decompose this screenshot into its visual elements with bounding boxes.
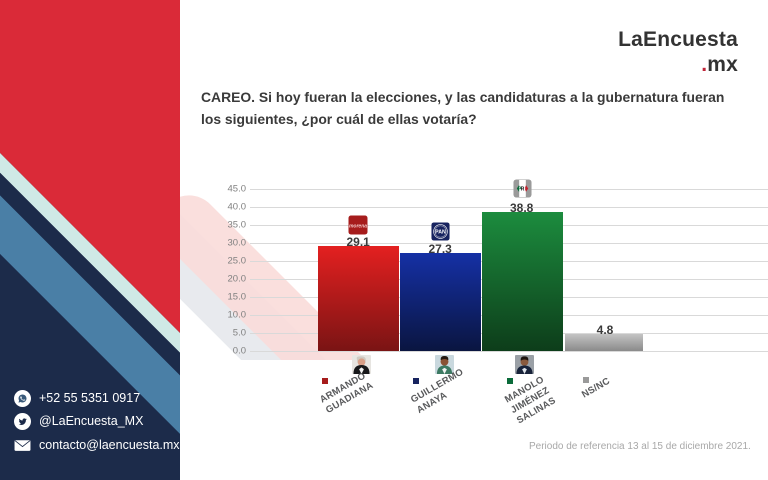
svg-text:R: R: [521, 186, 525, 192]
svg-text:morena: morena: [349, 223, 367, 229]
svg-text:PAN: PAN: [435, 230, 446, 236]
